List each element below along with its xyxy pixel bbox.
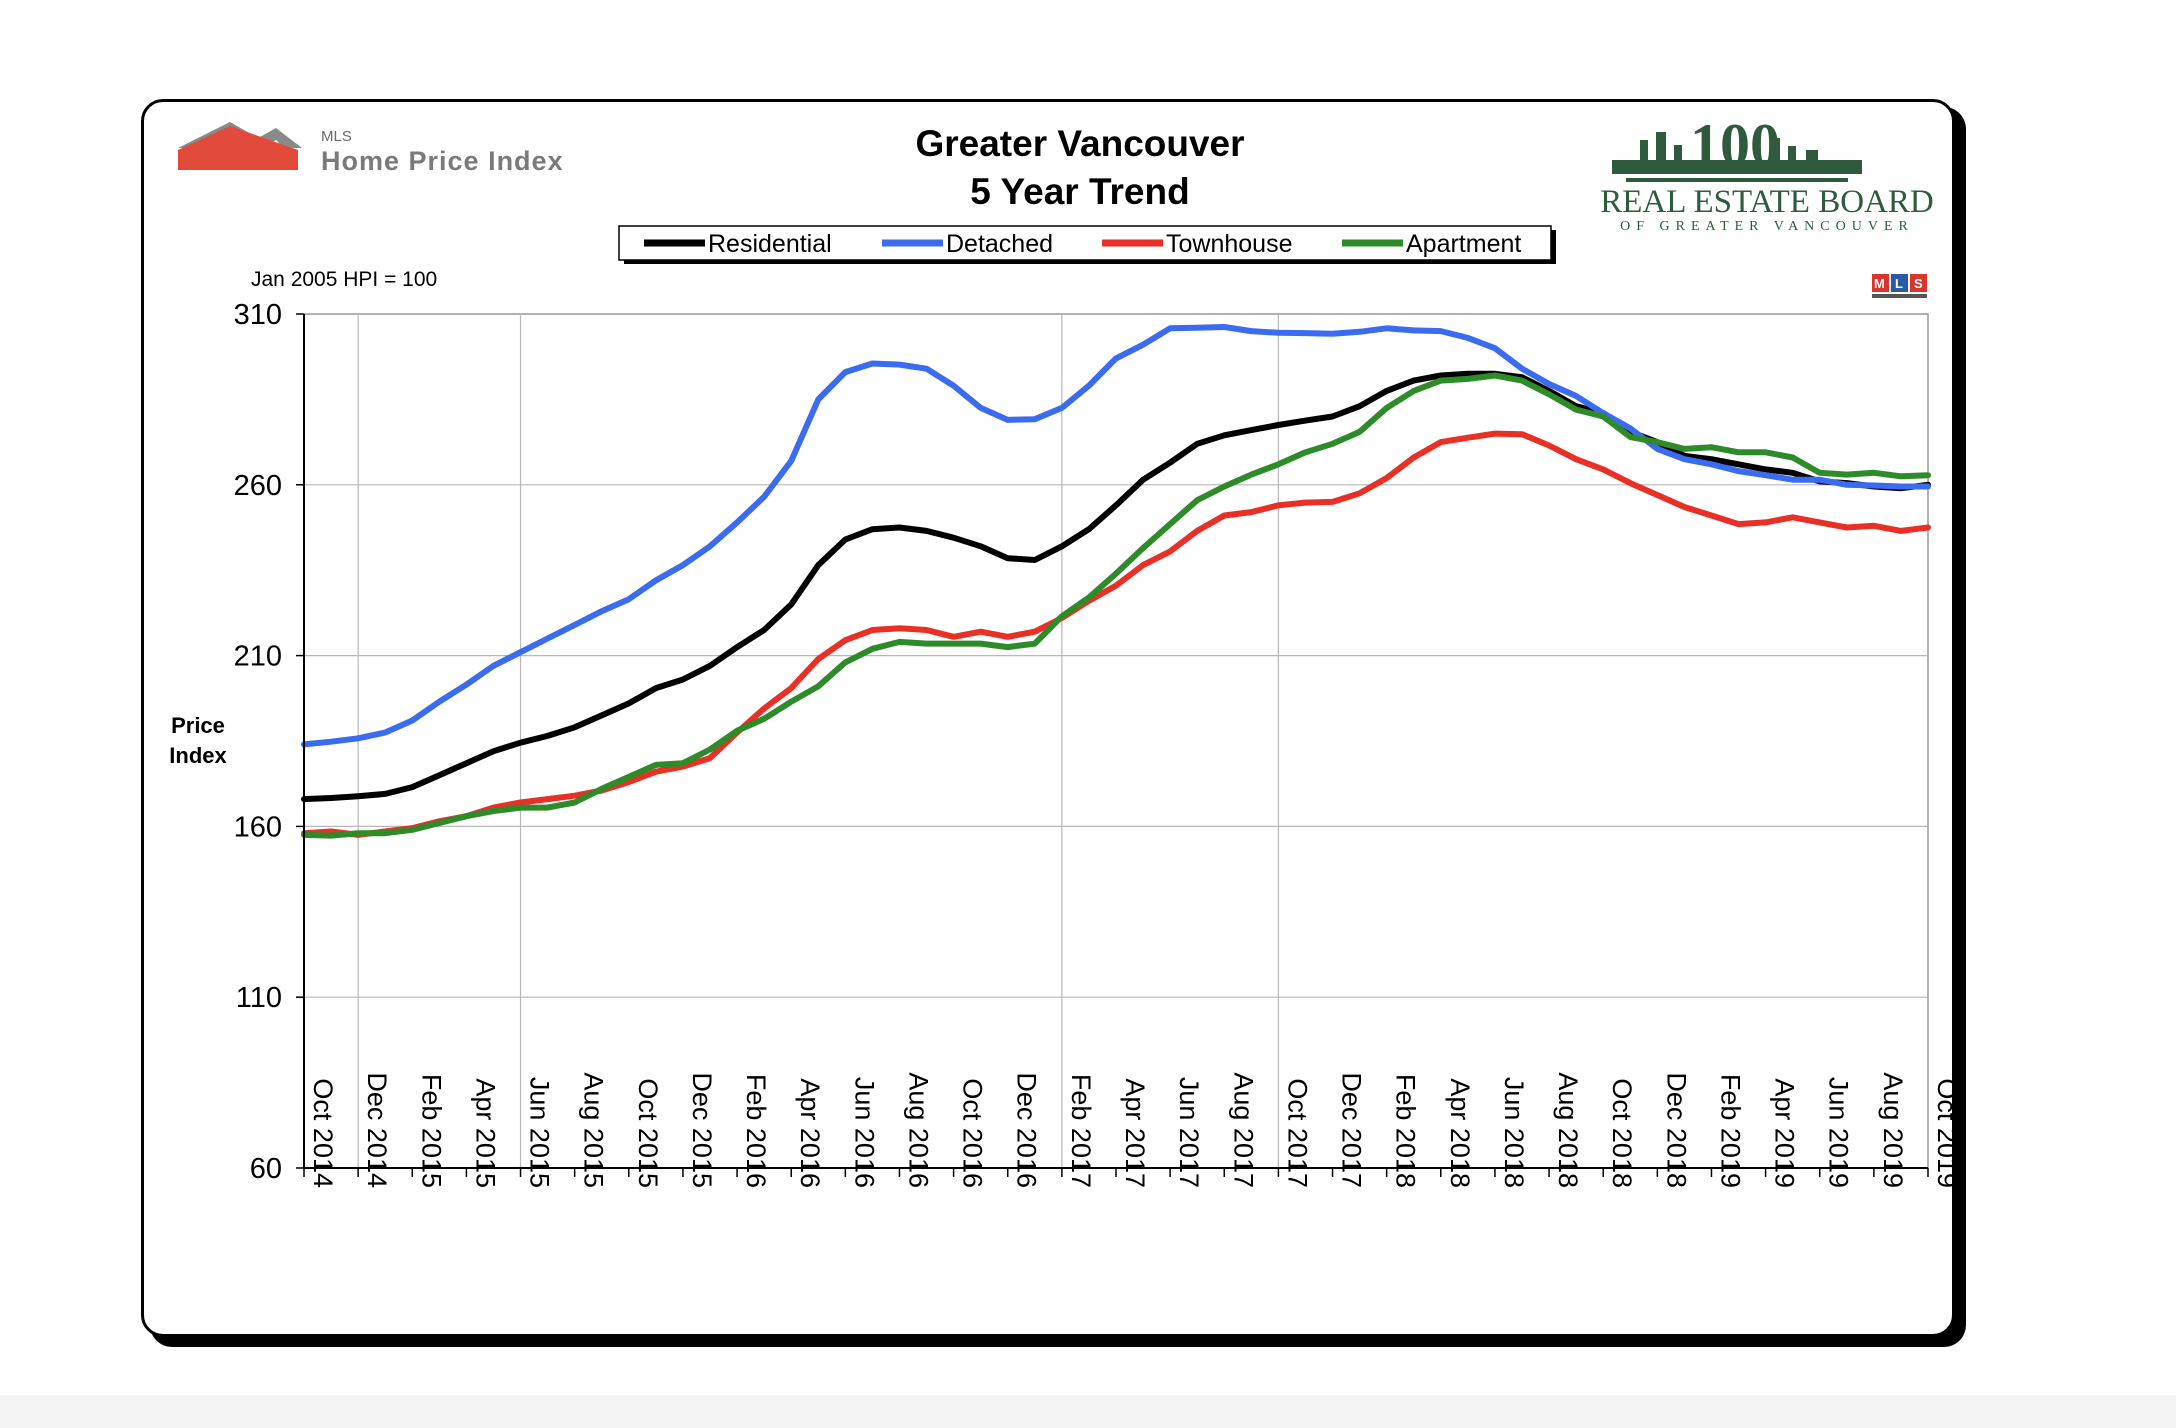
chart-title-line-1: Greater Vancouver xyxy=(915,123,1244,164)
reb-subtitle: OF GREATER VANCOUVER xyxy=(1620,219,1914,234)
legend-label-townhouse: Townhouse xyxy=(1166,230,1292,258)
mls-badge-icon: M L S xyxy=(1872,274,1927,298)
x-tick-label: Feb 2015 xyxy=(416,1074,446,1188)
mls-badge-letter-s: S xyxy=(1914,276,1923,291)
reb-title: REAL ESTATE BOARD xyxy=(1600,184,1933,220)
y-tick-label: 260 xyxy=(234,470,282,502)
x-tick-label: Dec 2016 xyxy=(1012,1072,1042,1188)
y-tick-label: 160 xyxy=(234,811,282,843)
x-tick-label: Oct 2016 xyxy=(958,1078,988,1188)
series-lines xyxy=(301,324,1931,839)
legend-label-residential: Residential xyxy=(708,230,832,258)
logo-hpi-text: Home Price Index xyxy=(321,146,564,176)
x-axis-ticks: Oct 2014 Dec 2014 Feb 2015 Apr 2015 Jun 2015… xyxy=(303,1072,1962,1188)
series-line-apartment xyxy=(301,372,1931,839)
chart-title-line-2: 5 Year Trend xyxy=(970,171,1189,212)
plot-frame xyxy=(303,313,1929,1169)
x-tick-label: Jun 2017 xyxy=(1174,1077,1204,1188)
reb-logo: 100 REAL ESTATE BOARD OF GREATER VANCOUV… xyxy=(1600,112,1933,234)
series-line-detached xyxy=(301,324,1931,748)
x-tick-label: Apr 2018 xyxy=(1445,1078,1475,1188)
legend-item-detached: Detached xyxy=(882,230,1053,258)
legend: Residential Detached Townhouse Apartment xyxy=(618,225,1556,264)
legend-label-apartment: Apartment xyxy=(1406,230,1521,258)
x-tick-label: Apr 2016 xyxy=(795,1078,825,1188)
series-line-townhouse xyxy=(301,430,1931,838)
x-tick-label: Feb 2017 xyxy=(1066,1074,1096,1188)
horizontal-gridlines xyxy=(304,484,1928,998)
legend-item-townhouse: Townhouse xyxy=(1102,230,1292,258)
mls-badge-letter-m: M xyxy=(1874,276,1885,291)
y-tick-label: 310 xyxy=(234,299,282,331)
legend-item-residential: Residential xyxy=(644,230,832,258)
x-tick-label: Jun 2016 xyxy=(849,1077,879,1188)
x-tick-label: Jun 2019 xyxy=(1824,1077,1854,1188)
y-tick-label: 110 xyxy=(236,982,282,1014)
x-tick-label: Dec 2015 xyxy=(687,1072,717,1188)
y-tick-label: 210 xyxy=(234,641,282,673)
x-tick-label: Oct 2019 xyxy=(1932,1078,1962,1188)
x-tick-label: Aug 2018 xyxy=(1553,1072,1583,1188)
x-tick-label: Dec 2017 xyxy=(1337,1072,1367,1188)
x-tick-label: Oct 2015 xyxy=(633,1078,663,1188)
logo-mls-text: MLS xyxy=(321,128,352,145)
skyline-icon xyxy=(1612,132,1862,182)
mls-hpi-logo: MLS Home Price Index xyxy=(178,122,564,176)
x-tick-label: Oct 2017 xyxy=(1282,1078,1312,1188)
x-tick-label: Aug 2017 xyxy=(1228,1072,1258,1188)
plot-area xyxy=(301,313,1931,1169)
page-bottom-band xyxy=(0,1395,2176,1428)
x-tick-label: Jun 2015 xyxy=(525,1077,555,1188)
x-tick-label: Aug 2015 xyxy=(579,1072,609,1188)
x-tick-label: Apr 2015 xyxy=(470,1078,500,1188)
x-tick-label: Feb 2016 xyxy=(741,1074,771,1188)
x-tick-label: Oct 2018 xyxy=(1607,1078,1637,1188)
mls-badge-letter-l: L xyxy=(1895,276,1903,291)
x-tick-label: Aug 2019 xyxy=(1878,1072,1908,1188)
x-tick-label: Dec 2014 xyxy=(362,1072,392,1188)
x-tick-label: Jun 2018 xyxy=(1499,1077,1529,1188)
y-axis-label-line-1: Price xyxy=(171,713,225,738)
legend-label-detached: Detached xyxy=(946,230,1053,258)
x-tick-label: Apr 2017 xyxy=(1120,1078,1150,1188)
logo-roof-red xyxy=(178,126,298,170)
x-tick-label: Apr 2019 xyxy=(1770,1078,1800,1188)
legend-item-apartment: Apartment xyxy=(1342,230,1521,258)
y-axis-label-line-2: Index xyxy=(169,743,227,768)
y-tick-label: 60 xyxy=(250,1153,282,1185)
x-tick-label: Feb 2019 xyxy=(1715,1074,1745,1188)
x-tick-label: Dec 2018 xyxy=(1661,1072,1691,1188)
y-axis-ticks: 60 110 160 210 260 310 xyxy=(234,299,304,1185)
hpi-base-note: Jan 2005 HPI = 100 xyxy=(251,268,437,291)
x-tick-label: Oct 2014 xyxy=(308,1078,338,1188)
x-tick-label: Aug 2016 xyxy=(903,1072,933,1188)
x-tick-label: Feb 2018 xyxy=(1391,1074,1421,1188)
